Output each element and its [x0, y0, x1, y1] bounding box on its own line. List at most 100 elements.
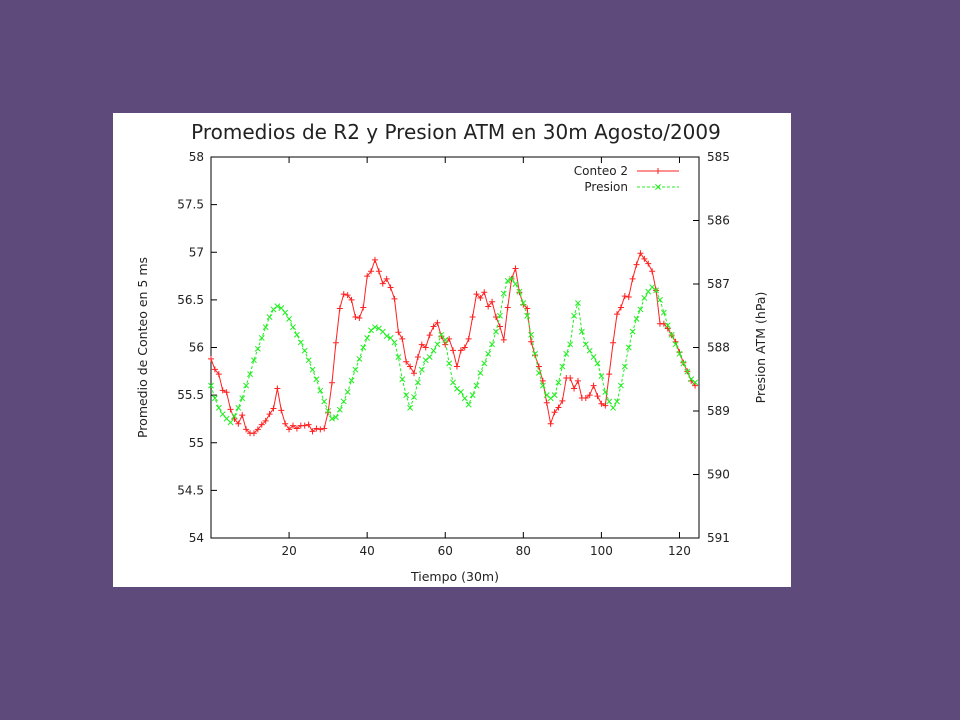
data-point-conteo	[461, 344, 468, 351]
data-point-conteo	[235, 420, 242, 427]
data-point-presion	[493, 328, 499, 335]
legend-sample-presion	[637, 184, 679, 190]
data-point-presion	[239, 395, 246, 402]
data-point-conteo	[403, 358, 410, 365]
data-point-conteo	[329, 379, 336, 386]
data-point-conteo	[243, 426, 250, 433]
data-point-presion	[586, 347, 593, 354]
data-point-presion	[301, 347, 308, 354]
data-point-presion	[247, 371, 253, 378]
data-point-presion	[215, 404, 222, 411]
data-point-presion	[461, 395, 468, 402]
data-point-presion	[614, 398, 620, 405]
legend-marker	[655, 168, 661, 174]
data-point-presion	[485, 350, 492, 357]
data-point-conteo	[614, 311, 621, 318]
data-point-conteo	[371, 256, 378, 263]
legend-marker	[655, 184, 661, 190]
data-point-presion	[266, 314, 273, 320]
data-point-presion	[403, 392, 410, 399]
data-point-conteo	[301, 422, 308, 429]
data-point-presion	[375, 325, 382, 332]
data-point-presion	[571, 312, 578, 319]
data-point-presion	[235, 404, 242, 411]
data-point-presion	[567, 341, 574, 348]
data-point-presion	[465, 401, 472, 408]
data-point-presion	[368, 327, 375, 334]
data-point-conteo	[610, 339, 617, 346]
data-point-conteo	[489, 298, 496, 305]
data-point-conteo	[418, 341, 425, 348]
data-point-conteo	[340, 291, 347, 298]
data-point-presion	[250, 357, 257, 364]
data-point-conteo	[559, 397, 566, 404]
plot-frame	[210, 156, 700, 539]
data-point-presion	[496, 312, 503, 319]
data-point-presion	[321, 398, 328, 405]
x-tick-label: 120	[668, 544, 691, 558]
data-point-presion	[637, 306, 644, 313]
data-point-conteo	[321, 425, 328, 432]
data-point-conteo	[215, 371, 222, 378]
data-point-presion	[535, 369, 542, 376]
data-point-presion	[293, 331, 300, 338]
data-point-presion	[434, 341, 441, 348]
legend-sample-conteo	[637, 168, 679, 174]
data-point-presion	[524, 312, 531, 319]
data-point-presion	[657, 296, 663, 303]
data-point-presion	[356, 355, 363, 362]
data-point-presion	[668, 331, 675, 338]
y2-tick-label: 589	[707, 404, 730, 418]
data-point-presion	[520, 300, 527, 307]
data-point-conteo	[274, 385, 281, 392]
data-point-conteo	[594, 393, 601, 400]
y2-tick-label: 591	[707, 531, 730, 545]
data-point-conteo	[625, 294, 632, 301]
data-point-conteo	[356, 314, 363, 321]
data-point-presion	[660, 309, 667, 316]
data-point-presion	[504, 277, 511, 284]
data-point-conteo	[535, 363, 542, 370]
data-point-conteo	[664, 325, 671, 332]
data-point-presion	[270, 306, 277, 313]
data-point-presion	[629, 328, 636, 335]
data-point-conteo	[574, 377, 581, 384]
data-point-presion	[575, 300, 581, 307]
data-point-presion	[243, 382, 250, 389]
data-point-conteo	[411, 370, 418, 377]
data-point-conteo	[395, 329, 402, 336]
data-point-conteo	[621, 293, 628, 300]
data-point-conteo	[434, 319, 441, 326]
data-point-conteo	[496, 323, 503, 330]
data-point-presion	[672, 341, 679, 348]
data-point-conteo	[250, 430, 257, 437]
data-point-presion	[453, 385, 460, 392]
data-point-conteo	[586, 392, 593, 399]
data-point-conteo	[485, 303, 492, 310]
data-point-presion	[481, 360, 488, 367]
data-point-presion	[391, 339, 398, 346]
data-point-presion	[211, 395, 218, 402]
y-tick-label: 56	[189, 341, 204, 355]
data-point-conteo	[617, 304, 624, 311]
data-point-conteo	[426, 332, 433, 339]
data-point-conteo	[289, 422, 296, 429]
data-point-presion	[329, 415, 335, 422]
data-point-conteo	[582, 394, 589, 401]
data-point-presion	[594, 360, 601, 367]
data-point-conteo	[641, 255, 648, 262]
x-tick-label: 60	[438, 544, 453, 558]
data-point-presion	[411, 394, 417, 400]
data-point-conteo	[332, 339, 339, 346]
data-point-presion	[282, 309, 289, 316]
data-point-conteo	[504, 304, 511, 311]
data-point-presion	[551, 392, 558, 399]
data-point-presion	[547, 395, 554, 402]
data-point-conteo	[336, 305, 343, 312]
data-point-conteo	[571, 385, 578, 392]
data-point-conteo	[344, 292, 351, 299]
data-point-conteo	[551, 409, 558, 416]
data-point-conteo	[692, 382, 699, 389]
data-point-conteo	[286, 426, 293, 433]
data-point-presion	[578, 328, 585, 335]
